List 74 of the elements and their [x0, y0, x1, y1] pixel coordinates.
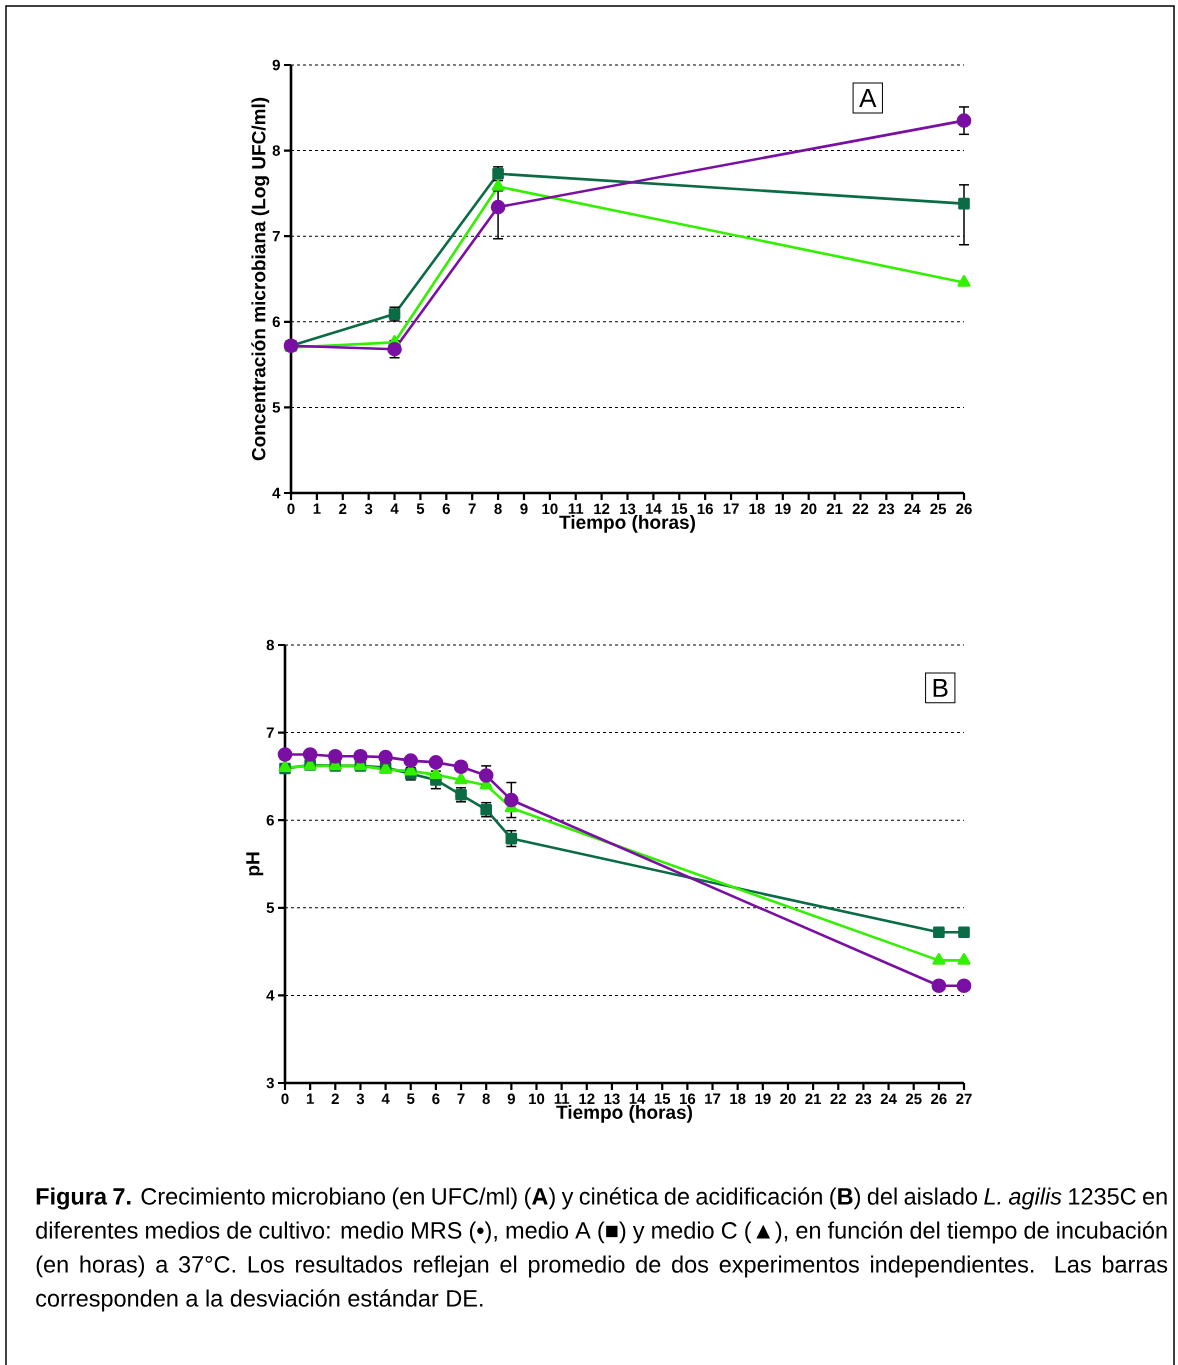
y-tick-label: 4 — [266, 990, 275, 1001]
x-tick-label: 18 — [730, 1093, 746, 1105]
x-tick-label: 10 — [542, 503, 558, 515]
x-tick-label: 26 — [956, 503, 972, 515]
x-tick-label: 3 — [356, 1093, 365, 1105]
x-tick-label: 4 — [381, 1093, 390, 1104]
x-tick-label: 11 — [568, 503, 584, 514]
x-axis-title: Tiempo (horas) — [556, 1105, 692, 1123]
x-tick-label: 24 — [904, 503, 921, 514]
y-tick-label: 3 — [266, 1077, 274, 1089]
y-tick-label: 6 — [272, 316, 280, 328]
x-tick-label: 21 — [805, 1093, 822, 1104]
x-tick-label: 2 — [331, 1093, 339, 1104]
y-axis-title: pH — [246, 852, 264, 876]
y-tick-label: 8 — [272, 145, 280, 156]
y-tick-label: 4 — [272, 487, 281, 499]
x-tick-label: 27 — [956, 1093, 972, 1104]
y-tick-label: 7 — [266, 727, 274, 738]
x-tick-label: 7 — [468, 503, 476, 514]
x-tick-label: 8 — [482, 1093, 490, 1105]
x-tick-label: 19 — [775, 503, 791, 515]
x-tick-label: 0 — [281, 1093, 289, 1105]
x-tick-label: 13 — [604, 1093, 620, 1105]
x-tick-label: 6 — [442, 503, 450, 515]
annotation: B — [933, 678, 948, 697]
x-tick-label: 10 — [529, 1093, 545, 1105]
x-tick-label: 17 — [705, 1093, 721, 1104]
x-tick-label: 23 — [878, 503, 895, 515]
text: Figura 7. Crecimiento microbiano (en UFC/ml) (A) y cinética de acidificación (B) del aislado L. agilis 1235C en diferentes medios de cultivo: medio MRS (•), medio A (■) y medio C (▲), en función del tiempo de incubación (en horas) a 37°C. Los resultados reflejan el promedio de dos experimentos independientes. Las barras corresponden a la desviación estándar DE. — [36, 1187, 1168, 1312]
x-tick-label: 9 — [507, 1093, 515, 1105]
y-tick-label: 8 — [266, 639, 274, 651]
y-tick-label: 6 — [266, 814, 274, 826]
x-tick-label: 0 — [287, 503, 295, 515]
y-tick-label: 7 — [272, 231, 280, 242]
x-tick-label: 14 — [629, 1093, 646, 1104]
x-tick-label: 5 — [407, 1093, 415, 1104]
x-tick-label: 12 — [579, 1093, 595, 1104]
y-tick-label: 5 — [272, 402, 281, 413]
x-tick-label: 23 — [855, 1093, 872, 1105]
x-axis-title: Tiempo (horas) — [559, 515, 695, 533]
x-tick-label: 22 — [830, 1093, 846, 1104]
x-tick-label: 3 — [364, 503, 373, 515]
x-tick-label: 17 — [723, 503, 739, 514]
x-tick-label: 26 — [931, 1093, 947, 1105]
x-tick-label: 19 — [755, 1093, 771, 1105]
x-tick-label: 25 — [930, 503, 947, 515]
x-tick-label: 15 — [671, 503, 688, 514]
x-tick-label: 8 — [494, 503, 502, 515]
x-tick-label: 20 — [800, 503, 817, 515]
y-tick-label: 5 — [266, 902, 275, 914]
y-tick-label: 9 — [272, 59, 280, 71]
x-tick-label: 21 — [826, 503, 843, 514]
x-tick-label: 22 — [852, 503, 869, 514]
x-tick-label: 16 — [697, 503, 713, 515]
x-tick-label: 4 — [390, 503, 399, 514]
x-tick-label: 16 — [679, 1093, 696, 1105]
x-tick-label: 13 — [620, 503, 636, 515]
x-tick-label: 12 — [594, 503, 610, 514]
x-tick-label: 18 — [749, 503, 765, 515]
x-tick-label: 15 — [654, 1093, 671, 1104]
x-tick-label: 25 — [905, 1093, 922, 1105]
y-axis-title: Concentración microbiana (Log UFC/ml) — [251, 97, 270, 461]
x-tick-label: 14 — [645, 503, 662, 514]
x-tick-label: 1 — [313, 503, 321, 514]
x-tick-label: 24 — [880, 1093, 897, 1104]
x-tick-label: 20 — [780, 1093, 796, 1105]
x-tick-label: 9 — [520, 503, 528, 515]
x-tick-label: 11 — [554, 1093, 570, 1104]
x-tick-label: 1 — [306, 1093, 314, 1104]
annotation: A — [859, 88, 877, 107]
x-tick-label: 6 — [432, 1093, 440, 1105]
x-tick-label: 2 — [339, 503, 347, 514]
x-tick-label: 7 — [457, 1093, 465, 1104]
x-tick-label: 5 — [416, 503, 425, 514]
